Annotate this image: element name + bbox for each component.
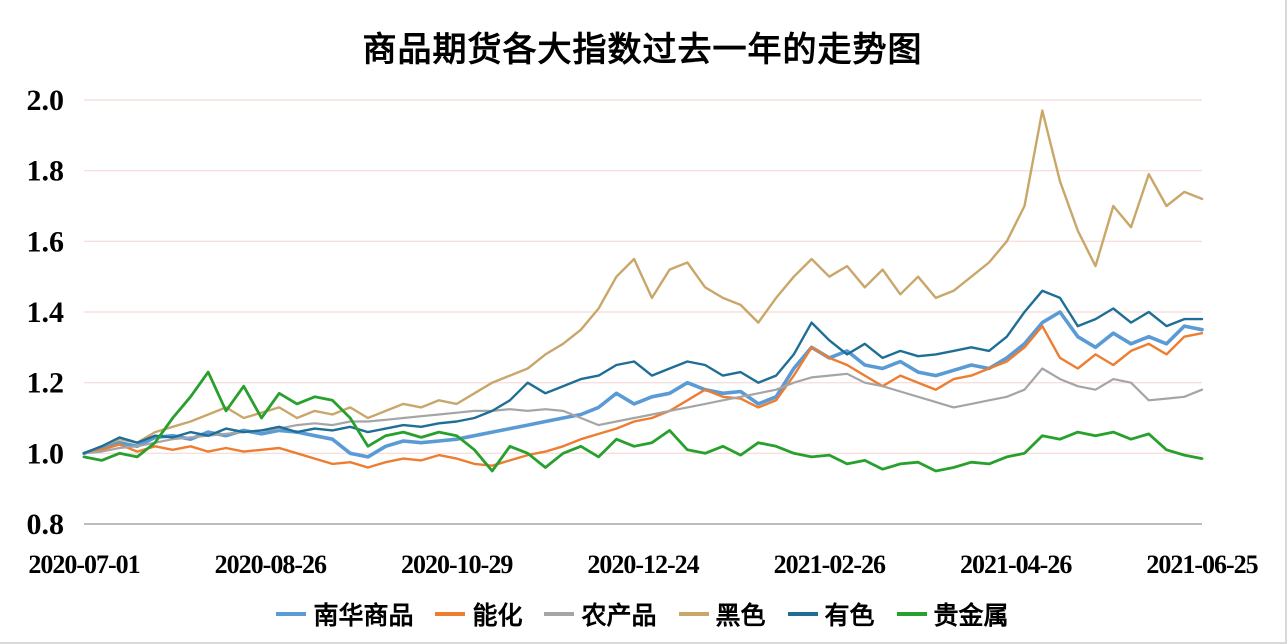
legend-line-swatch [435,612,466,616]
series-line-0 [82,310,1204,459]
legend-label: 农产品 [581,602,657,630]
x-tick-label: 2020-12-24 [587,550,699,579]
y-tick-label: 1.2 [27,367,65,400]
legend-line-swatch [896,612,927,616]
legend-label: 有色 [824,602,875,630]
legend-line-swatch [544,612,575,616]
legend-line-swatch [678,612,709,616]
series-line-5 [82,370,1204,473]
y-tick-label: 1.4 [27,296,65,329]
y-tick-label: 0.8 [27,508,65,541]
x-tick-label: 2021-02-26 [774,550,886,579]
y-tick-label: 1.6 [27,225,65,258]
y-tick-label: 2.0 [27,84,65,117]
legend-item-0: 南华商品 [276,596,413,632]
x-tick-label: 2020-10-29 [401,550,513,579]
series-line-2 [82,367,1204,455]
legend-item-5: 贵金属 [896,596,1009,632]
legend-item-3: 黑色 [678,596,766,632]
legend: 南华商品 能化 农产品 黑色 有色 贵金属 [0,596,1285,632]
chart-title: 商品期货各大指数过去一年的走势图 [362,31,923,69]
legend-line-swatch [276,612,307,616]
legend-item-2: 农产品 [544,596,657,632]
y-tick-label: 1.8 [27,155,65,188]
legend-label: 黑色 [715,602,766,630]
series-line-3 [82,109,1204,455]
x-tick-label: 2020-07-01 [28,550,139,579]
x-tick-label: 2021-04-26 [960,550,1072,579]
legend-label: 能化 [472,602,523,630]
legend-label: 南华商品 [313,602,414,630]
x-tick-label: 2021-06-25 [1146,550,1258,579]
y-tick-label: 1.0 [27,437,65,470]
series-line-4 [82,289,1204,455]
legend-item-4: 有色 [787,596,875,632]
legend-item-1: 能化 [435,596,522,632]
legend-label: 贵金属 [933,602,1009,630]
series-line-1 [82,324,1204,469]
x-tick-label: 2020-08-26 [215,550,327,579]
legend-line-swatch [787,612,818,616]
